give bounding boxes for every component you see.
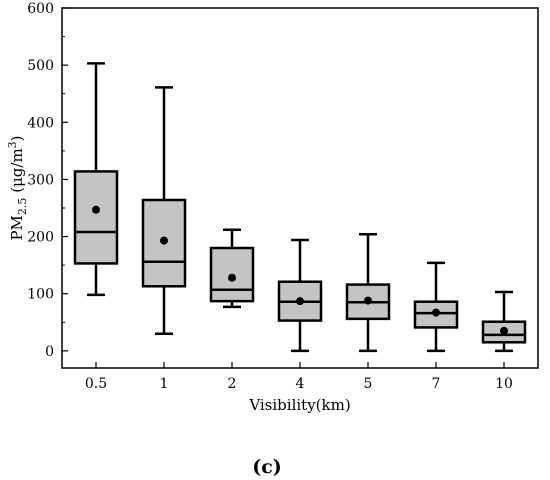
y-tick-label: 600 (27, 1, 54, 17)
x-tick-label: 0.5 (85, 376, 107, 392)
box-7 (413, 261, 459, 353)
box-5 (345, 233, 391, 353)
y-axis: 0 100 200 300 400 500 600 (27, 1, 68, 360)
mean-marker (92, 205, 100, 214)
boxes (73, 62, 527, 353)
y-label-suffix: ) (8, 135, 26, 141)
x-tick-label: 7 (432, 376, 441, 392)
y-label-superscript: 3 (6, 141, 19, 148)
box-4 (277, 238, 323, 353)
iqr-box (73, 170, 119, 265)
mean-marker (296, 297, 304, 306)
x-axis: 0.5 1 2 4 5 7 10 (85, 362, 513, 392)
mean-marker (160, 236, 168, 245)
mean-marker (500, 326, 508, 335)
x-tick-label: 5 (364, 376, 373, 392)
y-label-subscript: 2.5 (16, 198, 29, 216)
x-tick-label: 4 (296, 376, 305, 392)
y-label-prefix: PM (8, 215, 26, 240)
y-label-middle: (μg/m (8, 148, 26, 197)
box-1 (141, 86, 187, 335)
box-10 (481, 290, 527, 353)
mean-marker (228, 273, 236, 282)
box-0.5 (73, 62, 119, 297)
x-tick-label: 2 (228, 376, 237, 392)
y-tick-label: 400 (27, 115, 54, 131)
box-2 (209, 228, 255, 309)
y-tick-label: 500 (27, 58, 54, 74)
x-tick-label: 10 (495, 376, 513, 392)
y-tick-label: 100 (27, 287, 54, 303)
mean-marker (364, 296, 372, 305)
panel-label: (c) (252, 456, 282, 478)
y-tick-label: 200 (27, 230, 54, 246)
mean-marker (432, 308, 440, 317)
y-tick-label: 0 (45, 344, 54, 360)
y-tick-label: 300 (27, 172, 54, 188)
x-tick-label: 1 (160, 376, 169, 392)
x-axis-label: Visibility(km) (248, 396, 350, 414)
y-axis-label: PM2.5 (μg/m3) (6, 135, 29, 240)
